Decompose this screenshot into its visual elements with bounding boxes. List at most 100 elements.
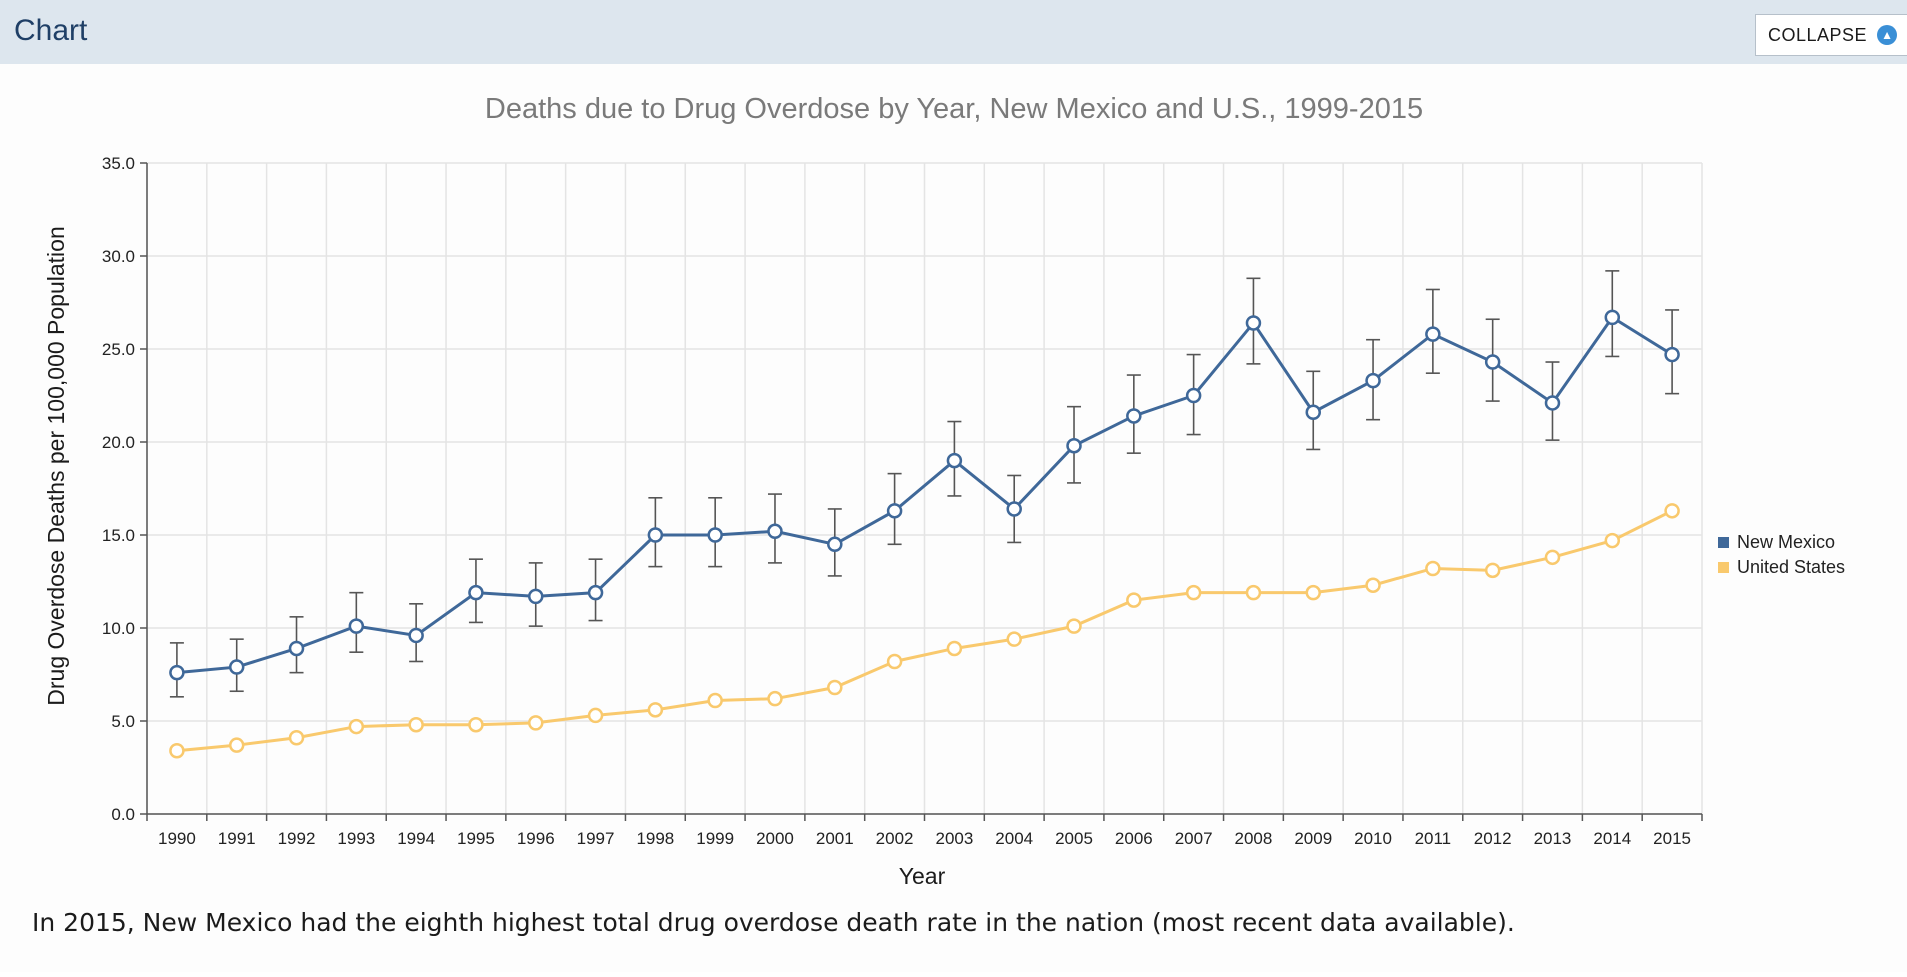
- y-tick-label: 10.0: [102, 619, 135, 638]
- collapse-button-label: COLLAPSE: [1768, 24, 1868, 45]
- data-point-new-mexico: [348, 618, 365, 634]
- data-point-new-mexico: [886, 503, 903, 519]
- data-point-new-mexico: [827, 536, 843, 553]
- x-tick-label: 1991: [218, 829, 256, 848]
- chart-title: Deaths due to Drug Overdose by Year, New…: [485, 93, 1423, 125]
- panel-header: Chart COLLAPSE ▲: [0, 0, 1907, 65]
- data-point-united-states: [528, 715, 544, 731]
- x-tick-label: 1992: [278, 829, 316, 848]
- x-tick-label: 2011: [1415, 829, 1452, 848]
- x-tick-label: 2009: [1294, 829, 1332, 848]
- x-tick-label: 2015: [1653, 829, 1691, 848]
- x-tick-label: 2005: [1055, 829, 1093, 848]
- data-point-united-states: [1185, 584, 1202, 601]
- x-tick-label: 2001: [816, 829, 854, 848]
- series-line-united-states: [176, 509, 1673, 753]
- legend-label-united-states: United States: [1737, 557, 1846, 577]
- data-point-united-states: [1006, 631, 1022, 647]
- legend-swatch-united-states: [1718, 562, 1729, 573]
- data-point-united-states: [1245, 584, 1262, 601]
- data-point-united-states: [1126, 592, 1142, 608]
- x-tick-label: 1995: [457, 829, 495, 848]
- data-point-united-states: [886, 653, 903, 670]
- legend-label-new-mexico: New Mexico: [1737, 532, 1836, 552]
- data-point-new-mexico: [767, 523, 783, 540]
- x-tick-label: 2004: [995, 829, 1033, 848]
- data-point-new-mexico: [707, 527, 723, 543]
- data-point-new-mexico: [1006, 501, 1022, 517]
- x-tick-label: 1994: [397, 829, 435, 848]
- data-point-new-mexico: [408, 627, 424, 644]
- x-tick-label: 2000: [756, 829, 794, 848]
- x-tick-label: 2007: [1175, 829, 1213, 848]
- data-point-new-mexico: [1664, 346, 1680, 363]
- y-tick-label: 30.0: [102, 247, 135, 266]
- legend-item-new-mexico[interactable]: New Mexico: [1718, 530, 1845, 555]
- x-tick-label: 2014: [1593, 829, 1631, 848]
- data-point-united-states: [1484, 562, 1501, 579]
- data-point-united-states: [707, 692, 723, 709]
- x-tick-label: 2010: [1354, 829, 1392, 848]
- data-point-united-states: [1425, 560, 1441, 577]
- data-point-new-mexico: [1484, 354, 1501, 370]
- data-point-new-mexico: [647, 527, 664, 543]
- data-point-united-states: [587, 707, 604, 724]
- x-tick-label: 1997: [577, 829, 615, 848]
- data-point-united-states: [288, 729, 305, 746]
- y-tick-label: 35.0: [102, 154, 135, 173]
- data-point-united-states: [228, 737, 245, 753]
- data-point-united-states: [946, 640, 963, 657]
- data-point-united-states: [647, 702, 664, 718]
- data-point-new-mexico: [169, 664, 185, 681]
- x-tick-label: 2006: [1115, 829, 1153, 848]
- x-tick-label: 2002: [876, 829, 914, 848]
- y-tick-label: 15.0: [102, 526, 135, 545]
- data-point-new-mexico: [1544, 395, 1561, 411]
- x-tick-label: 1999: [696, 829, 734, 848]
- data-point-new-mexico: [468, 584, 484, 601]
- data-point-new-mexico: [288, 640, 305, 657]
- line-chart: Deaths due to Drug Overdose by Year, New…: [43, 93, 1703, 889]
- data-point-new-mexico: [1126, 408, 1142, 424]
- panel-title: Chart: [14, 14, 88, 47]
- data-point-new-mexico: [1604, 309, 1621, 326]
- data-point-united-states: [169, 743, 185, 759]
- data-point-new-mexico: [1245, 315, 1262, 331]
- data-point-united-states: [1066, 618, 1082, 634]
- data-point-new-mexico: [1365, 372, 1381, 389]
- y-tick-label: 20.0: [102, 433, 135, 452]
- data-point-new-mexico: [528, 588, 544, 605]
- data-point-united-states: [1365, 577, 1381, 593]
- grid-layer: [146, 162, 1703, 815]
- data-point-united-states: [767, 690, 783, 707]
- data-point-united-states: [468, 716, 484, 733]
- data-point-new-mexico: [1066, 437, 1082, 454]
- data-point-new-mexico: [1305, 404, 1321, 420]
- data-point-new-mexico: [946, 452, 963, 469]
- x-tick-label: 1998: [636, 829, 674, 848]
- x-axis-label: Year: [899, 863, 946, 889]
- data-point-united-states: [348, 718, 365, 735]
- x-tick-label: 1993: [337, 829, 375, 848]
- data-point-united-states: [1604, 532, 1621, 549]
- x-tick-label: 1996: [517, 829, 555, 848]
- data-point-new-mexico: [1185, 387, 1202, 404]
- data-point-united-states: [827, 679, 843, 696]
- legend-item-united-states[interactable]: United States: [1718, 555, 1845, 580]
- data-point-new-mexico: [1425, 326, 1441, 342]
- x-tick-label: 2013: [1534, 829, 1572, 848]
- chart-area: Deaths due to Drug Overdose by Year, New…: [0, 64, 1907, 972]
- y-tick-label: 0.0: [111, 805, 135, 824]
- collapse-button[interactable]: COLLAPSE ▲: [1755, 14, 1907, 56]
- chart-caption: In 2015, New Mexico had the eighth highe…: [32, 908, 1515, 937]
- series-line-new-mexico: [176, 315, 1673, 675]
- legend: New Mexico United States: [1718, 530, 1845, 580]
- x-tick-label: 1990: [158, 829, 196, 848]
- data-point-new-mexico: [587, 584, 604, 601]
- x-tick-label: 2008: [1235, 829, 1273, 848]
- legend-swatch-new-mexico: [1718, 537, 1729, 548]
- y-tick-label: 25.0: [102, 340, 135, 359]
- axis-layer: 0.0 5.0 10.0 15.0 20.0 25.0 30.0 35.0 1990 1991 19…: [102, 154, 1703, 848]
- data-point-united-states: [1664, 503, 1680, 519]
